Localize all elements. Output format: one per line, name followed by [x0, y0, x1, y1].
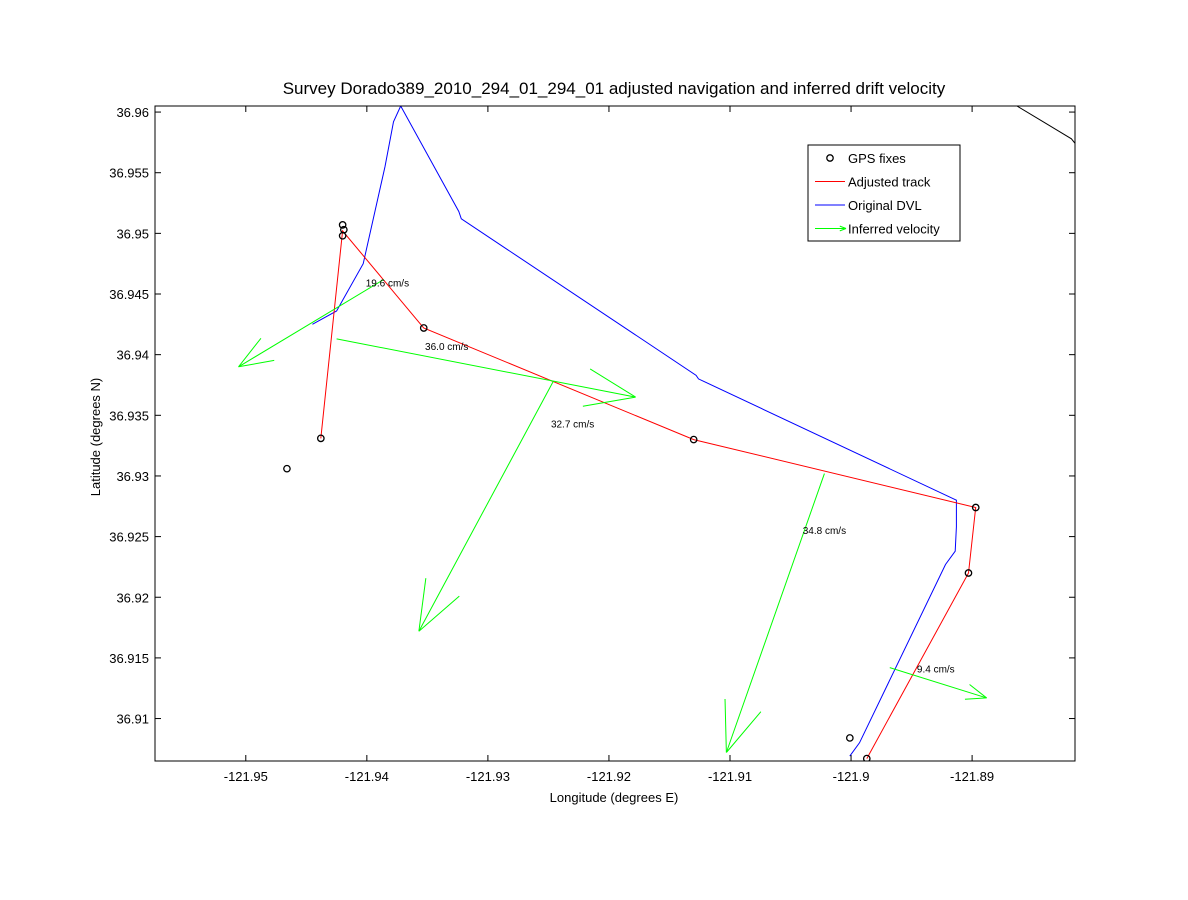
velocity-arrow — [336, 338, 636, 407]
ticks-layer: -121.95 -121.94 -121.93 -121.92 -121.91 -121.… — [109, 105, 1075, 784]
velocity-arrow-shaft — [725, 473, 825, 753]
velocity-arrow-head-left — [418, 578, 427, 632]
gps-fix-point — [971, 503, 980, 512]
y-tick-label: 36.915 — [109, 651, 149, 666]
y-tick-label: 36.94 — [116, 348, 149, 363]
legend-marker-arrow-head-left — [839, 228, 847, 232]
x-tick-label: -121.91 — [708, 769, 752, 784]
y-tick-label: 36.935 — [109, 408, 149, 423]
velocity-arrow-head-left — [964, 697, 987, 700]
gps-fix-point — [316, 434, 325, 443]
y-tick-label: 36.96 — [116, 105, 149, 120]
velocity-arrow-shaft — [238, 279, 385, 368]
gps-fix-point — [845, 734, 854, 742]
velocity-label: 9.4 cm/s — [917, 664, 955, 675]
legend-marker-gps — [826, 154, 834, 162]
vector-labels: 19.6 cm/s 36.0 cm/s 32.7 cm/s 34.8 cm/s 9.4 … — [366, 279, 955, 676]
gps-fix-point — [689, 435, 698, 444]
velocity-arrow-shaft — [889, 667, 987, 699]
gps-fix-point — [283, 464, 291, 473]
legend-box — [807, 144, 961, 242]
legend-label: GPS fixes — [848, 151, 906, 166]
y-tick-label: 36.95 — [116, 226, 149, 241]
y-tick-label: 36.925 — [109, 530, 149, 545]
series-original-dvl — [312, 106, 957, 757]
velocity-arrow-shaft — [418, 381, 554, 632]
x-tick-label: -121.9 — [833, 769, 870, 784]
velocity-arrow-head-right — [969, 684, 987, 699]
x-tick-label: -121.95 — [224, 769, 268, 784]
legend-label: Inferred velocity — [848, 222, 940, 237]
velocity-label: 32.7 cm/s — [551, 419, 594, 430]
y-tick-label: 36.92 — [116, 590, 149, 605]
x-tick-label: -121.89 — [950, 769, 994, 784]
x-tick-label: -121.93 — [466, 769, 510, 784]
gps-fix-point — [339, 225, 348, 234]
series-coastline — [1016, 106, 1075, 145]
velocity-label: 36.0 cm/s — [425, 342, 468, 353]
velocity-arrow — [889, 667, 987, 700]
y-tick-label: 36.91 — [116, 712, 149, 727]
velocity-arrow-head-right — [589, 368, 636, 398]
velocity-arrow-head-right — [418, 595, 460, 632]
series-adjusted-track — [320, 229, 977, 759]
legend-marker-arrow-head-right — [839, 225, 847, 229]
data-layer — [238, 106, 1075, 761]
velocity-arrow — [418, 381, 554, 632]
x-axis-label: Longitude (degrees E) — [550, 790, 679, 805]
legend-marker-arrow — [815, 225, 847, 232]
velocity-arrow-shaft — [336, 338, 636, 398]
velocity-arrow-head-right — [725, 711, 762, 753]
legend: GPS fixes Adjusted track Original DVL Infer… — [807, 144, 961, 242]
velocity-arrow-head-right — [238, 359, 275, 368]
velocity-arrow-head-left — [238, 337, 262, 368]
x-tick-label: -121.94 — [345, 769, 389, 784]
gps-fix-point — [964, 569, 973, 577]
legend-label: Adjusted track — [848, 175, 931, 190]
velocity-arrow — [238, 279, 385, 368]
legend-label: Original DVL — [848, 198, 922, 213]
y-tick-label: 36.955 — [109, 166, 149, 181]
velocity-arrow-head-left — [582, 396, 636, 407]
gps-fix-point — [862, 754, 871, 761]
velocity-label: 34.8 cm/s — [803, 526, 846, 537]
y-tick-label: 36.945 — [109, 287, 149, 302]
velocity-arrow-head-left — [724, 699, 727, 753]
axes-box — [154, 105, 1076, 762]
chart-title: Survey Dorado389_2010_294_01_294_01 adju… — [283, 79, 946, 98]
y-tick-label: 36.93 — [116, 469, 149, 484]
gps-fix-point — [338, 221, 347, 229]
y-axis-label: Latitude (degrees N) — [88, 378, 103, 497]
velocity-label: 19.6 cm/s — [366, 279, 409, 290]
x-tick-label: -121.92 — [587, 769, 631, 784]
velocity-arrow — [724, 473, 825, 753]
gps-fix-point — [419, 324, 428, 332]
